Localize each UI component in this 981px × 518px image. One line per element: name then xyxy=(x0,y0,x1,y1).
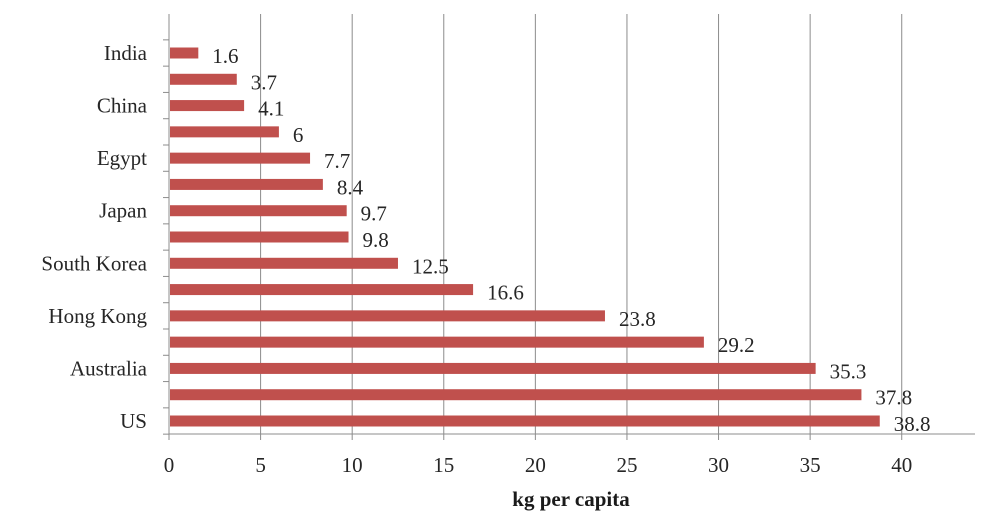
x-tick-label: 10 xyxy=(342,453,363,477)
x-tick-label: 0 xyxy=(164,453,175,477)
bar-6 xyxy=(170,205,347,217)
data-label-14: 38.8 xyxy=(894,412,931,436)
x-tick-label: 35 xyxy=(800,453,821,477)
category-label: Australia xyxy=(70,356,148,380)
data-label-0: 1.6 xyxy=(212,44,238,68)
data-label-11: 29.2 xyxy=(718,333,755,357)
data-label-12: 35.3 xyxy=(830,359,867,383)
bar-12 xyxy=(170,362,816,374)
data-label-3: 6 xyxy=(293,123,304,147)
data-label-7: 9.8 xyxy=(363,228,389,252)
x-tick-label: 40 xyxy=(891,453,912,477)
bar-9 xyxy=(170,284,474,296)
bars xyxy=(170,47,880,427)
category-label: India xyxy=(104,41,148,65)
category-label: US xyxy=(120,409,147,433)
data-label-13: 37.8 xyxy=(875,386,912,410)
bar-3 xyxy=(170,126,279,138)
data-label-10: 23.8 xyxy=(619,307,656,331)
bar-2 xyxy=(170,100,245,112)
category-label: South Korea xyxy=(41,251,147,275)
bar-10 xyxy=(170,310,605,322)
grid-lines xyxy=(260,14,903,434)
category-label: Hong Kong xyxy=(48,304,147,328)
x-axis-title: kg per capita xyxy=(512,487,630,511)
x-tick-label: 20 xyxy=(525,453,546,477)
bar-1 xyxy=(170,73,237,85)
category-label: China xyxy=(97,94,148,118)
data-label-4: 7.7 xyxy=(324,149,350,173)
data-label-5: 8.4 xyxy=(337,175,364,199)
data-label-9: 16.6 xyxy=(487,281,524,305)
bar-13 xyxy=(170,389,862,401)
bar-4 xyxy=(170,152,311,164)
data-label-1: 3.7 xyxy=(251,70,277,94)
labels: 0 5 10 15 20 25 30 35 40 1.6 India 3.7 4.1 China 6 7.7 E… xyxy=(41,41,930,477)
x-tick-label: 5 xyxy=(255,453,266,477)
x-tick-label: 25 xyxy=(616,453,637,477)
data-label-8: 12.5 xyxy=(412,254,449,278)
bar-7 xyxy=(170,231,349,243)
category-label: Egypt xyxy=(97,146,147,170)
bar-11 xyxy=(170,336,704,348)
category-label: Japan xyxy=(99,199,147,223)
axes xyxy=(163,14,975,440)
bar-0 xyxy=(170,47,199,59)
x-tick-label: 15 xyxy=(433,453,454,477)
x-tick-label: 30 xyxy=(708,453,729,477)
data-label-6: 9.7 xyxy=(361,202,387,226)
bar-5 xyxy=(170,178,323,190)
data-label-2: 4.1 xyxy=(258,97,284,121)
bar-14 xyxy=(170,415,880,427)
bar-8 xyxy=(170,257,398,269)
